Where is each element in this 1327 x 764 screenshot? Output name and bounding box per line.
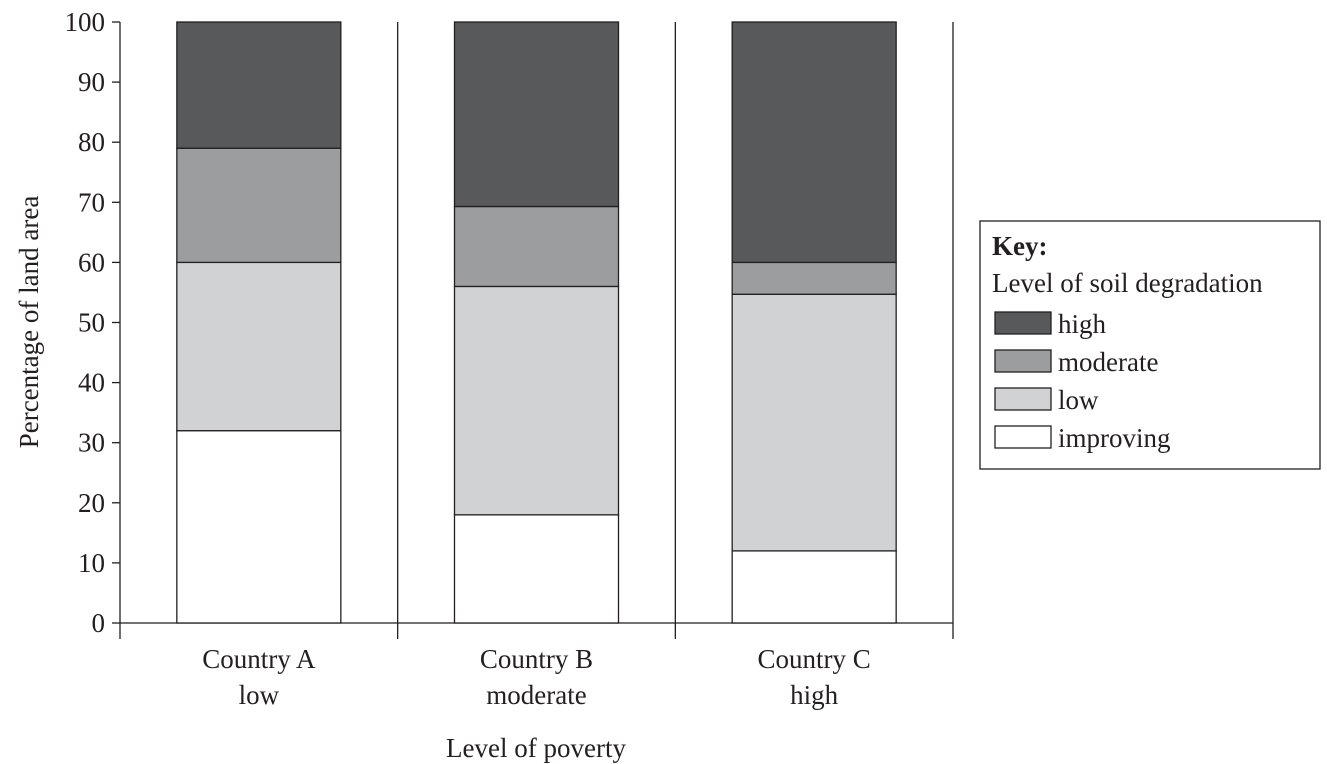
legend-swatch-improving [994, 425, 1052, 449]
legend-label-moderate: moderate [1058, 347, 1158, 377]
category-label: Country A [202, 644, 316, 674]
y-tick-label: 10 [78, 548, 105, 578]
y-tick-label: 50 [78, 308, 105, 338]
chart-axes: 0 10 20 30 40 50 60 70 80 90 100 [65, 7, 954, 639]
bar-segment-improving [453, 514, 620, 624]
bar-segment-improving [176, 430, 342, 624]
bar-segment-improving [731, 550, 897, 624]
bar-segment-low [453, 285, 620, 516]
legend-swatch-low [994, 387, 1052, 411]
y-tick-label: 70 [78, 187, 105, 217]
y-tick-label: 60 [78, 247, 105, 277]
chart-bars [176, 21, 897, 624]
category-level-label: high [790, 680, 839, 710]
y-tick-label: 80 [78, 127, 105, 157]
bar-segment-high [453, 21, 620, 208]
y-axis-title: Percentage of land area [14, 196, 44, 449]
category-level-label: low [239, 680, 280, 710]
bar-segment-high [731, 21, 897, 264]
bar-segment-moderate [176, 147, 342, 264]
category-label: Country B [480, 644, 593, 674]
y-tick-label: 20 [78, 488, 105, 518]
x-axis-title: Level of poverty [446, 733, 626, 763]
legend-title: Key: [992, 231, 1047, 261]
legend-swatch-high [994, 311, 1052, 335]
y-tick-label: 100 [65, 7, 106, 37]
bar-segment-moderate [731, 261, 897, 295]
bar-segment-high [176, 21, 342, 149]
y-tick-label: 40 [78, 368, 105, 398]
legend-subtitle: Level of soil degradation [992, 268, 1263, 298]
bar-segment-low [731, 293, 897, 552]
category-label: Country C [758, 644, 871, 674]
bar-segment-low [176, 261, 342, 432]
y-tick-label: 0 [92, 608, 106, 638]
y-tick-label: 90 [78, 67, 105, 97]
legend-label-high: high [1058, 309, 1107, 339]
legend-label-low: low [1058, 385, 1099, 415]
legend: Key: Level of soil degradation high moder… [979, 220, 1321, 470]
bar-segment-moderate [453, 205, 620, 288]
legend-label-improving: improving [1058, 423, 1171, 453]
y-tick-label: 30 [78, 428, 105, 458]
legend-items: high moderate low improving [994, 309, 1171, 453]
legend-swatch-moderate [994, 349, 1052, 373]
category-level-label: moderate [486, 680, 586, 710]
category-labels: Country A low Country B moderate Country C hi… [202, 644, 871, 710]
